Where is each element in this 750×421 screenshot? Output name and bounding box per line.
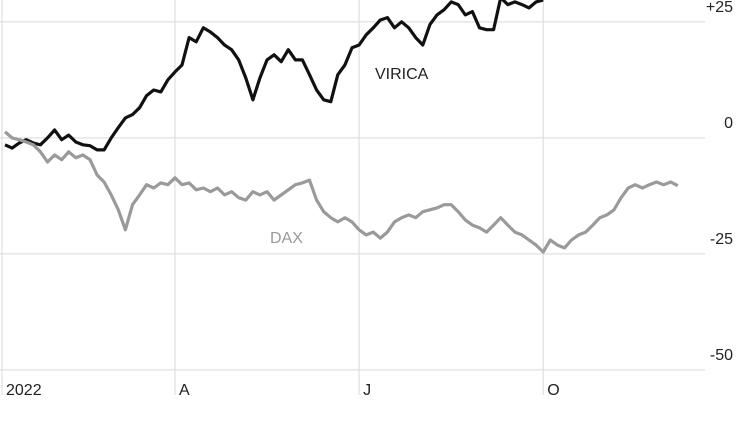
x-tick-label: O bbox=[547, 382, 559, 399]
x-tick-label: A bbox=[179, 382, 190, 399]
y-tick-label: +25 bbox=[706, 0, 733, 16]
x-tick-label: J bbox=[363, 382, 371, 399]
y-tick-label: -50 bbox=[710, 347, 733, 364]
y-tick-label: -25 bbox=[710, 231, 733, 248]
series-line bbox=[4, 0, 544, 152]
series-label: DAX bbox=[270, 230, 303, 247]
grid bbox=[0, 0, 705, 395]
x-tick-label: 2022 bbox=[6, 382, 42, 399]
plot-area bbox=[3, 0, 679, 254]
labels: +25 0 -25 -50 2022 A J O VIRICA DAX bbox=[6, 0, 733, 399]
y-tick-label: 0 bbox=[724, 115, 733, 132]
series-line bbox=[3, 130, 679, 254]
series-label: VIRICA bbox=[375, 66, 429, 83]
